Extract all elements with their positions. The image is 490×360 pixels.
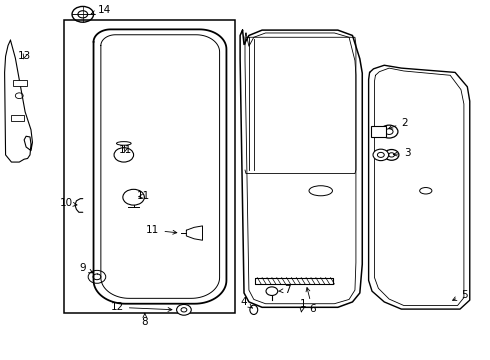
Text: 12: 12 — [111, 302, 172, 312]
Circle shape — [384, 149, 399, 160]
Bar — [13, 80, 26, 86]
Text: 3: 3 — [393, 148, 411, 158]
Ellipse shape — [117, 141, 131, 145]
Ellipse shape — [419, 188, 432, 194]
Circle shape — [114, 148, 134, 162]
Circle shape — [380, 125, 398, 138]
Bar — [370, 126, 386, 137]
Circle shape — [123, 189, 145, 205]
Text: 4: 4 — [241, 297, 252, 308]
Text: 13: 13 — [18, 51, 31, 61]
Bar — [11, 116, 24, 121]
Text: 7: 7 — [279, 285, 291, 296]
Circle shape — [266, 287, 278, 296]
Text: 9: 9 — [79, 263, 93, 273]
Circle shape — [373, 149, 389, 161]
Text: 1: 1 — [299, 299, 306, 312]
Text: 5: 5 — [453, 290, 467, 300]
Text: 11: 11 — [137, 191, 150, 201]
Ellipse shape — [309, 186, 332, 196]
Bar — [64, 21, 235, 313]
Polygon shape — [255, 278, 333, 284]
Circle shape — [176, 305, 191, 315]
Polygon shape — [186, 226, 202, 240]
Text: 8: 8 — [142, 314, 148, 327]
Text: 2: 2 — [389, 118, 408, 129]
Text: 14: 14 — [91, 5, 111, 15]
Text: 11: 11 — [119, 144, 132, 154]
Text: 6: 6 — [306, 288, 316, 314]
Ellipse shape — [250, 305, 258, 315]
Text: 11: 11 — [146, 225, 177, 235]
Text: 10: 10 — [60, 198, 77, 208]
